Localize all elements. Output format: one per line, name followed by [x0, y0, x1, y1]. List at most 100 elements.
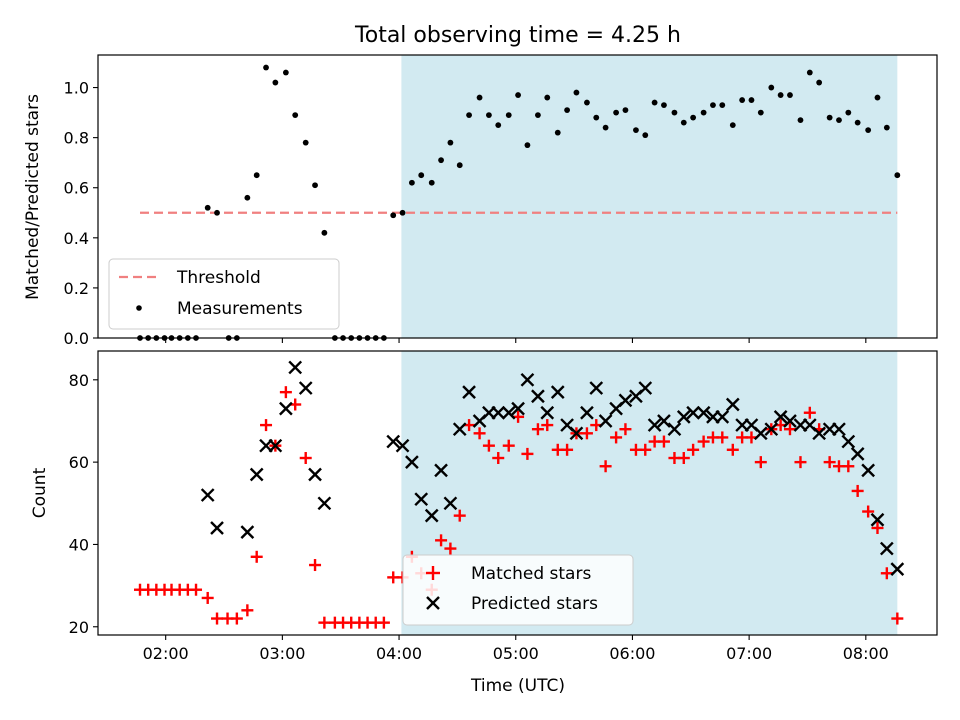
predicted-star-point [395, 438, 410, 453]
bottom-axis-ticks: 02:00 03:00 04:00 05:00 06:00 07:00 08:00 20 40 6… [69, 371, 889, 663]
top-y-tick-label: 0.6 [64, 179, 89, 198]
bottom-y-axis-label: Count [30, 467, 50, 518]
matched-star-point [230, 612, 243, 625]
predicted-star-point [240, 525, 255, 539]
matched-star-point [783, 423, 796, 436]
measurement-point [845, 109, 852, 116]
legend-matched-label: Matched stars [471, 564, 591, 584]
predicted-star-point [434, 463, 448, 478]
measurement-point [584, 99, 590, 106]
measurement-point [797, 117, 804, 124]
measurement-point [719, 102, 726, 108]
predicted-star-point [696, 405, 711, 420]
matched-star-point [639, 443, 652, 456]
predicted-star-point [462, 385, 476, 400]
predicted-star-point [298, 381, 313, 395]
predicted-star-point [676, 410, 691, 424]
predicted-star-point [501, 405, 516, 420]
top-y-tick-label: 0.8 [64, 129, 89, 148]
legend-measurements-swatch [136, 305, 142, 311]
measurement-point [253, 172, 260, 179]
predicted-star-point [773, 410, 788, 424]
measurement-point [292, 112, 299, 119]
predicted-star-point [832, 422, 846, 437]
matched-star-point [871, 521, 884, 534]
measurement-point [651, 99, 658, 106]
bottom-y-tick-label: 80 [69, 371, 89, 390]
measurement-point [564, 107, 570, 113]
predicted-star-point [783, 414, 797, 428]
measurement-point [777, 92, 784, 98]
predicted-star-point [511, 401, 525, 416]
bottom-legend-box [402, 554, 634, 626]
matched-star-point [862, 505, 875, 518]
predicted-star-point [686, 405, 700, 420]
matched-star-point [716, 431, 729, 444]
matched-star-point [260, 419, 273, 432]
measurement-point [739, 97, 746, 103]
top-axis-ticks: 0.0 0.2 0.4 0.6 0.8 1.0 [64, 79, 867, 348]
matched-star-point [309, 559, 322, 572]
predicted-star-point [870, 512, 885, 527]
x-tick-label: 05:00 [493, 644, 539, 663]
predicted-star-point [200, 488, 215, 502]
matched-star-point [823, 456, 836, 469]
measurement-point [757, 109, 764, 116]
measurement-point [282, 69, 289, 76]
measurement-point [476, 94, 483, 101]
predicted-star-point [569, 426, 584, 441]
matched-star-point [580, 427, 593, 440]
predicted-star-point [540, 405, 555, 420]
matched-star-point [318, 616, 331, 629]
measurement-point [690, 114, 697, 121]
measurement-point [613, 109, 620, 116]
measurement-point [836, 117, 842, 124]
top-y-tick-label: 0.2 [64, 279, 89, 298]
measurement-point [787, 92, 793, 98]
predicted-star-point [288, 360, 303, 375]
matched-star-point [657, 435, 670, 448]
measurement-point [894, 172, 901, 179]
x-tick-label: 07:00 [726, 644, 772, 663]
matched-star-point [754, 456, 767, 469]
x-tick-label: 03:00 [259, 644, 305, 663]
matched-star-point [794, 456, 807, 469]
predicted-star-point [764, 422, 779, 437]
matched-star-point [444, 542, 457, 555]
predicted-star-point [531, 389, 545, 404]
predicted-star-point [638, 381, 653, 395]
top-axes-frame [97, 54, 938, 339]
predicted-star-point [841, 434, 856, 449]
matched-star-point [241, 604, 254, 617]
legend-measurements-label: Measurements [177, 299, 303, 319]
measurement-point [826, 114, 833, 121]
predicted-star-point [249, 467, 264, 482]
measurement-point [204, 204, 211, 211]
legend-predicted-swatch [426, 596, 440, 610]
matched-star-point [880, 567, 893, 580]
predicted-star-point [520, 372, 535, 387]
x-tick-label: 02:00 [143, 644, 189, 663]
measurement-point [272, 79, 279, 86]
matched-star-point [435, 534, 448, 547]
matched-star-point [803, 406, 816, 419]
top-y-tick-label: 1.0 [64, 79, 89, 98]
matched-star-point [190, 583, 203, 596]
matched-star-point [201, 591, 214, 604]
matched-star-point [473, 427, 486, 440]
measurement-point [806, 69, 813, 76]
predicted-star-point [598, 414, 613, 428]
bottom-panel: 02:00 03:00 04:00 05:00 06:00 07:00 08:00 20 40 6… [30, 350, 938, 696]
matched-star-point [279, 386, 292, 399]
predicted-star-point [308, 467, 322, 482]
measurement-point [214, 209, 220, 216]
predicted-star-point [850, 447, 865, 461]
matched-star-point [453, 509, 466, 522]
predicted-star-point [667, 422, 682, 437]
matched-star-point [687, 443, 700, 456]
top-panel: 0.0 0.2 0.4 0.6 0.8 1.0 Matched/Predicted sta… [23, 54, 938, 348]
predicted-star-point [715, 410, 730, 424]
predicted-star-point [879, 541, 894, 556]
bottom-y-tick-label: 60 [69, 453, 89, 472]
